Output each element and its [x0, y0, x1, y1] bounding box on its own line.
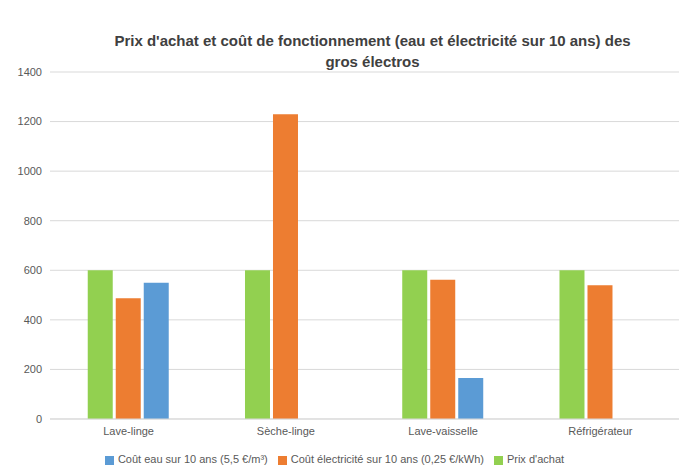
html-text:Coût eau sur 10 ans (5,5 €/m³): Coût eau sur 10 ans (5,5 €/m³): [117, 453, 268, 465]
html-text:Prix d'achat et coût de foncti: Prix d'achat et coût de fonctionnement (…: [114, 32, 631, 70]
svg-text:1000: 1000: [18, 165, 42, 177]
svg-text:400: 400: [24, 314, 42, 326]
svg-text:Lave-linge: Lave-linge: [103, 425, 154, 437]
svg-text:Lave-vaisselle: Lave-vaisselle: [408, 425, 478, 437]
svg-text:600: 600: [24, 264, 42, 276]
svg-text:Réfrigérateur: Réfrigérateur: [568, 425, 633, 437]
svg-text:0: 0: [36, 413, 42, 425]
svg-text:800: 800: [24, 215, 42, 227]
html-text:Prix d'achat: Prix d'achat: [506, 453, 565, 465]
svg-text:200: 200: [24, 363, 42, 375]
svg-text:Sèche-linge: Sèche-linge: [257, 425, 315, 437]
svg-text:1400: 1400: [18, 66, 42, 78]
svg-text:1200: 1200: [18, 115, 42, 127]
html-text:Coût électricité sur 10 ans (0: Coût électricité sur 10 ans (0,25 €/kWh): [290, 453, 484, 465]
